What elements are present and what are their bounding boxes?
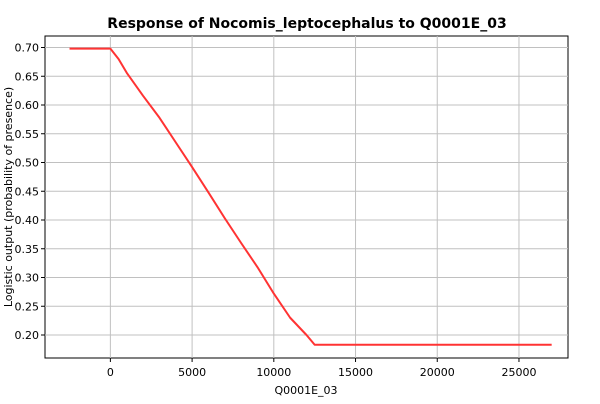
x-tick-label: 0 [107, 366, 114, 379]
y-tick-label: 0.30 [15, 272, 40, 285]
y-tick-label: 0.70 [15, 42, 40, 55]
y-tick-label: 0.45 [15, 185, 40, 198]
axes: 0 5000 10000 15000 20000 25000 0.20 0.25 0.30 0.3… [15, 42, 537, 380]
y-tick-label: 0.35 [15, 243, 40, 256]
y-tick-label: 0.20 [15, 329, 40, 342]
x-tick-label: 15000 [338, 366, 373, 379]
x-tick-label: 10000 [256, 366, 291, 379]
x-tick-label: 5000 [178, 366, 206, 379]
y-axis-label: Logistic output (probability of presence… [2, 87, 15, 307]
plot-area [44, 35, 569, 359]
y-tick-label: 0.55 [15, 128, 40, 141]
y-tick-label: 0.50 [15, 157, 40, 170]
gridlines [45, 36, 568, 358]
x-tick-label: 20000 [420, 366, 455, 379]
y-tick-label: 0.40 [15, 214, 40, 227]
y-tick-label: 0.60 [15, 99, 40, 112]
response-curve-line [69, 47, 552, 346]
series-layer [69, 47, 552, 346]
chart-title: Response of Nocomis_leptocephalus to Q00… [107, 16, 506, 32]
y-tick-label: 0.25 [15, 300, 40, 313]
x-tick-label: 25000 [501, 366, 536, 379]
y-tick-label: 0.65 [15, 70, 40, 83]
x-axis-label: Q0001E_03 [274, 384, 337, 397]
